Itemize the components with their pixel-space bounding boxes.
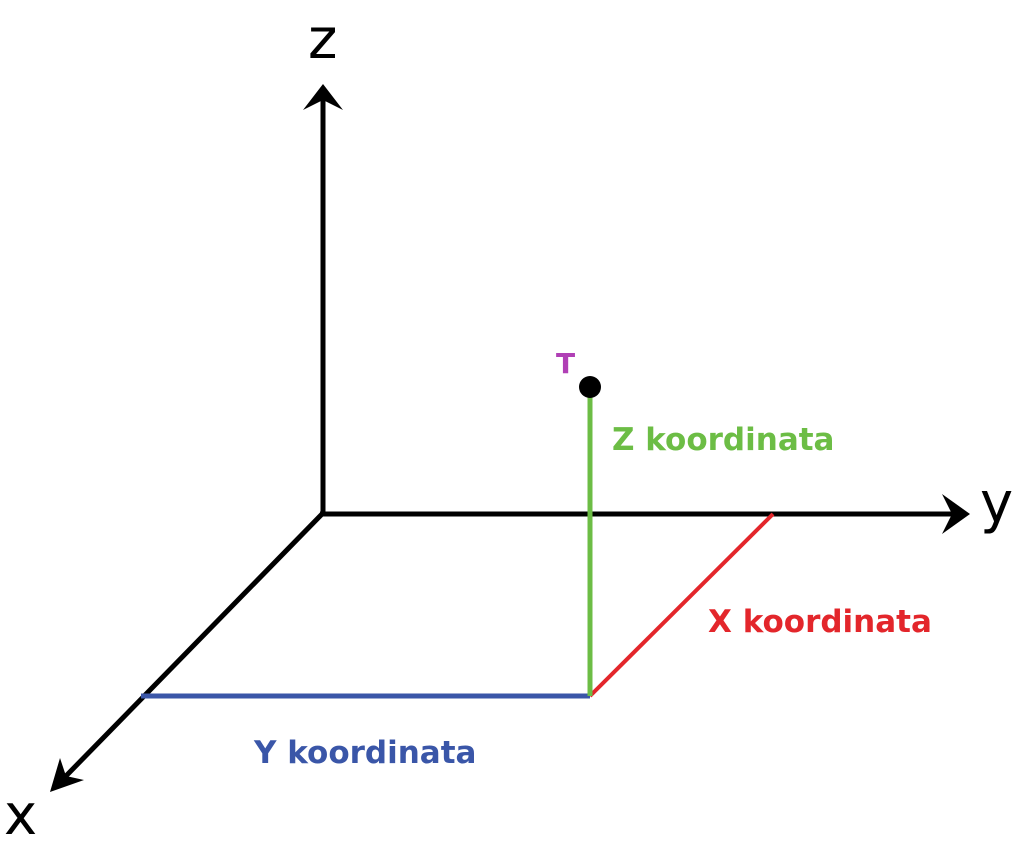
x-axis-line [62,510,326,780]
y-coordinate-label: Y koordinata [253,735,476,771]
x-axis-label: x [4,783,37,848]
z-axis-label: z [308,7,337,72]
x-coordinate-segment [588,512,775,698]
x-coordinate-label: X koordinata [708,604,932,640]
point-t-label: T [556,347,575,380]
z-axis-arrowhead [303,84,343,110]
x-axis-arrowhead [50,758,84,792]
y-axis-arrowhead [942,494,970,534]
point-t-marker [579,376,601,398]
z-coordinate-label: Z koordinata [612,422,834,458]
y-axis-label: y [980,471,1013,536]
